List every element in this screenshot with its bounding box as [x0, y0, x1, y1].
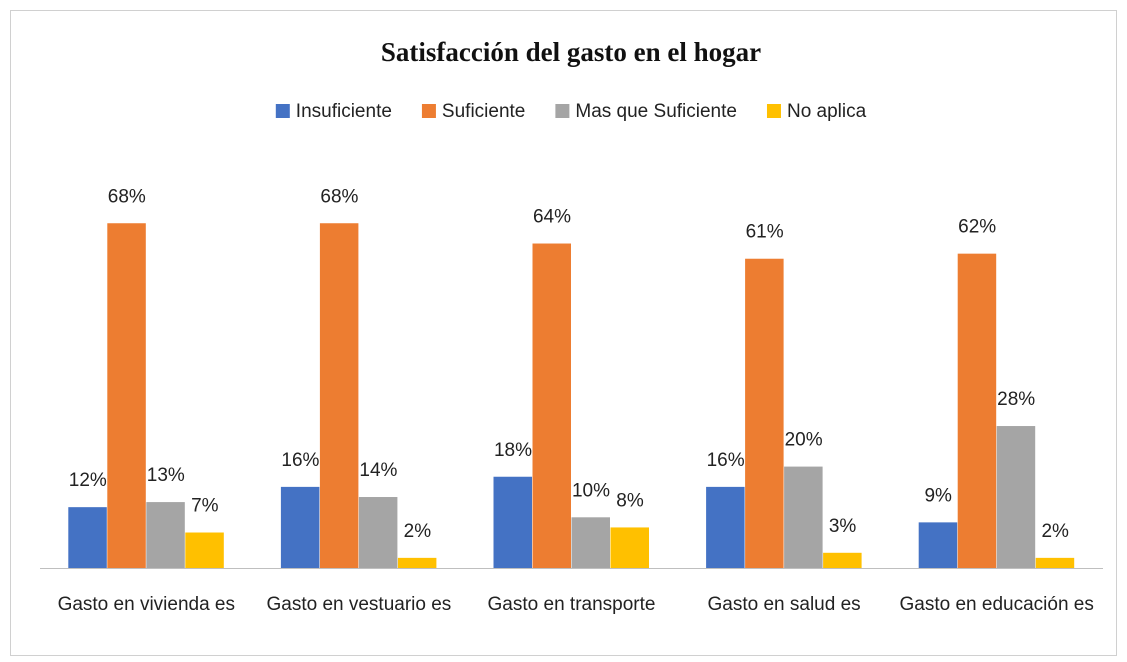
bar: [784, 466, 823, 568]
data-label: 2%: [404, 521, 432, 542]
bar: [185, 532, 224, 568]
bar: [532, 243, 571, 568]
data-label: 28%: [997, 389, 1035, 410]
chart-title: Satisfacción del gasto en el hogar: [381, 37, 761, 67]
data-label: 10%: [572, 480, 610, 501]
data-label: 16%: [707, 450, 745, 471]
bar: [397, 557, 437, 568]
x-tick-label: Gasto en salud es: [707, 594, 861, 615]
legend-label: No aplica: [787, 101, 867, 122]
bar: [319, 223, 359, 569]
data-label: 61%: [746, 222, 784, 243]
bar: [1035, 557, 1075, 568]
data-label: 8%: [616, 490, 644, 511]
data-label: 9%: [924, 485, 952, 506]
bar: [918, 522, 958, 568]
legend-swatch: [421, 104, 436, 118]
data-label: 62%: [958, 217, 996, 238]
legend-swatch: [766, 104, 781, 118]
bar: [146, 502, 185, 568]
data-label: 12%: [69, 470, 107, 491]
bar: [996, 426, 1036, 568]
bar: [68, 507, 107, 568]
bar: [107, 223, 146, 569]
data-label: 16%: [281, 450, 319, 471]
data-label: 68%: [320, 186, 358, 207]
x-tick-label: Gasto en vestuario es: [266, 594, 452, 615]
data-label: 18%: [494, 440, 532, 461]
bar: [745, 258, 784, 568]
x-tick-label: Gasto en educación es: [899, 594, 1094, 615]
bar: [493, 476, 532, 568]
data-label: 20%: [785, 430, 823, 451]
legend-label: Suficiente: [442, 101, 525, 122]
data-label: 7%: [191, 496, 219, 517]
data-label: 14%: [359, 460, 397, 481]
bar: [957, 253, 997, 568]
bar: [358, 497, 398, 568]
data-label: 68%: [108, 186, 146, 207]
data-label: 2%: [1041, 521, 1069, 542]
bar: [571, 517, 610, 568]
bar: [823, 552, 862, 568]
bar: [610, 527, 649, 568]
bar: [280, 486, 320, 568]
data-label: 3%: [829, 516, 857, 537]
x-tick-label: Gasto en vivienda es: [57, 594, 236, 615]
legend-swatch: [275, 104, 290, 118]
data-label: 13%: [147, 465, 185, 486]
data-label: 64%: [533, 207, 571, 228]
legend-swatch: [555, 104, 570, 118]
bar: [706, 486, 745, 568]
legend-label: Mas que Suficiente: [575, 101, 737, 122]
legend-label: Insuficiente: [296, 101, 392, 122]
x-tick-label: Gasto en transporte: [487, 594, 656, 615]
